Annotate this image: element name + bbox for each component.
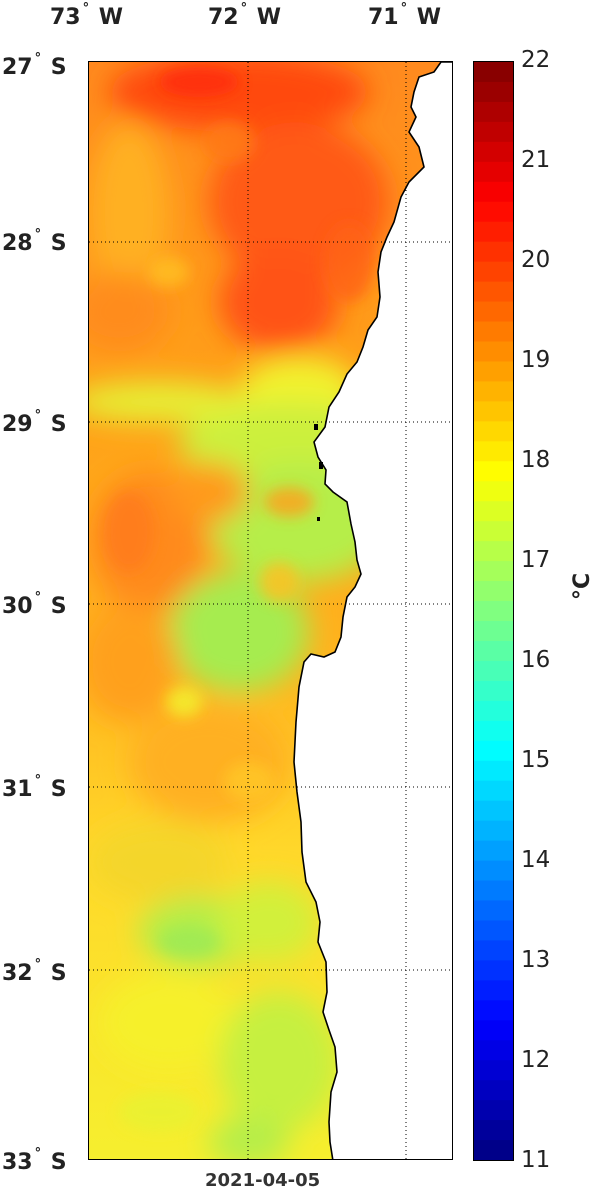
colorbar-band <box>474 161 513 183</box>
colorbar-band <box>474 760 513 782</box>
colorbar-bands <box>474 62 513 1161</box>
colorbar-band <box>474 940 513 961</box>
colorbar-band <box>474 321 513 343</box>
colorbar-band <box>474 680 513 702</box>
colorbar-tick-13: 13 <box>521 947 551 973</box>
colorbar-band <box>474 121 513 143</box>
colorbar-band <box>474 1100 513 1121</box>
sst-map-panel <box>88 61 453 1160</box>
colorbar-unit-label: °C <box>570 572 593 600</box>
lat-label-31s: 31 ° S <box>2 773 67 802</box>
colorbar-band <box>474 581 513 602</box>
island-1 <box>314 424 318 430</box>
colorbar-tick-16: 16 <box>521 647 551 673</box>
colorbar-band <box>474 141 513 163</box>
colorbar-tick-17: 17 <box>521 547 551 573</box>
lat-label-27s: 27 ° S <box>2 51 67 80</box>
colorbar-tick-20: 20 <box>521 247 551 273</box>
colorbar-tick-11: 11 <box>521 1147 551 1173</box>
colorbar-band <box>474 1000 513 1021</box>
colorbar-band <box>474 561 513 582</box>
colorbar-tick-21: 21 <box>521 147 551 173</box>
colorbar-band <box>474 660 513 682</box>
colorbar-band <box>474 880 513 902</box>
colorbar-band <box>474 461 513 482</box>
lat-label-28s: 28 ° S <box>2 227 67 256</box>
colorbar-band <box>474 1120 513 1141</box>
colorbar-band <box>474 361 513 383</box>
colorbar-band <box>474 341 513 363</box>
colorbar-band <box>474 62 513 83</box>
colorbar-band <box>474 920 513 941</box>
colorbar-band <box>474 640 513 662</box>
colorbar-band <box>474 620 513 642</box>
colorbar-band <box>474 81 513 103</box>
colorbar-band <box>474 261 513 283</box>
colorbar-tick-19: 19 <box>521 347 551 373</box>
colorbar-band <box>474 281 513 303</box>
lon-label-71w: 71 ° W <box>368 1 442 30</box>
colorbar-band <box>474 1060 513 1081</box>
colorbar-band <box>474 1140 513 1161</box>
colorbar-band <box>474 601 513 622</box>
colorbar-band <box>474 221 513 243</box>
colorbar-tick-15: 15 <box>521 747 551 773</box>
colorbar-band <box>474 181 513 203</box>
colorbar-band <box>474 780 513 802</box>
colorbar-band <box>474 740 513 762</box>
colorbar-tick-12: 12 <box>521 1047 551 1073</box>
colorbar-band <box>474 980 513 1001</box>
colorbar-band <box>474 1040 513 1061</box>
colorbar-band <box>474 481 513 502</box>
island-3 <box>317 517 320 521</box>
colorbar-band <box>474 860 513 882</box>
colorbar-band <box>474 900 513 922</box>
graticule <box>89 62 452 1159</box>
date-label: 2021-04-05 <box>205 1170 321 1191</box>
colorbar-band <box>474 820 513 842</box>
land-mass <box>293 62 452 1159</box>
colorbar-tick-18: 18 <box>521 447 551 473</box>
colorbar-band <box>474 301 513 323</box>
colorbar-band <box>474 241 513 263</box>
colorbar-band <box>474 720 513 742</box>
colorbar-band <box>474 441 513 462</box>
colorbar-band <box>474 700 513 722</box>
colorbar-band <box>474 840 513 862</box>
lat-label-30s: 30 ° S <box>2 590 67 619</box>
colorbar-band <box>474 501 513 522</box>
colorbar-band <box>474 541 513 562</box>
colorbar-band <box>474 401 513 422</box>
lat-label-32s: 32 ° S <box>2 957 67 986</box>
colorbar-band <box>474 1020 513 1041</box>
sst-patches-fine <box>104 67 374 1132</box>
colorbar-band <box>474 960 513 981</box>
sst-map-svg <box>89 62 452 1159</box>
colorbar-svg <box>474 62 513 1161</box>
colorbar-band <box>474 201 513 223</box>
colorbar-band <box>474 800 513 822</box>
lon-label-72w: 72 ° W <box>208 1 282 30</box>
lat-label-29s: 29 ° S <box>2 408 67 437</box>
colorbar-band <box>474 521 513 542</box>
colorbar-band <box>474 381 513 402</box>
colorbar-tick-14: 14 <box>521 847 551 873</box>
colorbar-band <box>474 1080 513 1101</box>
colorbar-band <box>474 421 513 442</box>
colorbar-tick-22: 22 <box>521 47 551 73</box>
colorbar-band <box>474 101 513 123</box>
lat-label-33s: 33 ° S <box>2 1146 67 1175</box>
colorbar <box>473 61 514 1161</box>
lon-label-73w: 73 ° W <box>50 1 124 30</box>
island-2 <box>319 462 323 469</box>
